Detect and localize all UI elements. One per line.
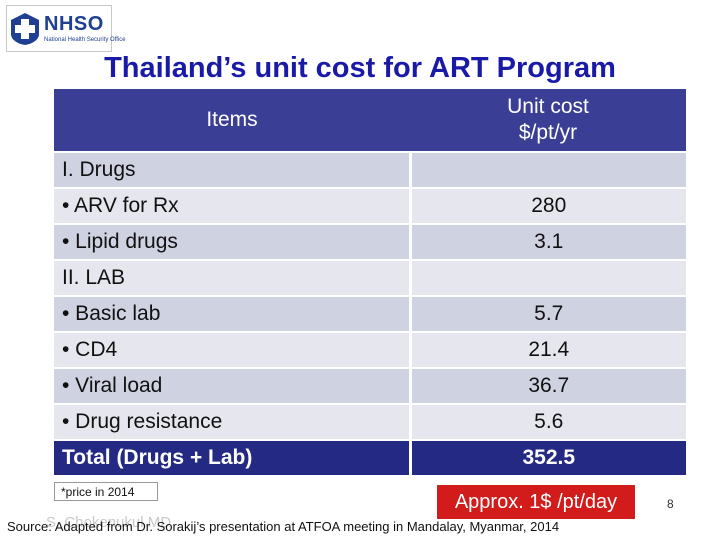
row-cost (408, 151, 686, 188)
row-item: I. Drugs (54, 151, 410, 188)
header-items: Items (54, 89, 410, 152)
row-item: • Drug resistance (54, 403, 410, 440)
table-header-row: Items Unit cost $/pt/yr (54, 89, 686, 152)
price-note: *price in 2014 (54, 482, 158, 501)
total-cost: 352.5 (408, 439, 686, 475)
row-cost: 3.1 (408, 223, 686, 260)
row-cost: 280 (408, 187, 686, 224)
page-number: 8 (667, 497, 674, 511)
approx-callout: Approx. 1$ /pt/day (437, 485, 635, 519)
row-item: • ARV for Rx (54, 187, 410, 224)
logo-subtitle: National Health Security Office (44, 37, 126, 43)
table-row: • Drug resistance 5.6 (54, 403, 686, 440)
table-row: • ARV for Rx 280 (54, 187, 686, 224)
row-item: • Basic lab (54, 295, 410, 332)
nhso-logo: NHSO National Health Security Office (6, 5, 126, 52)
row-item: • CD4 (54, 331, 410, 368)
table-row: II. LAB (54, 259, 686, 296)
row-cost (408, 259, 686, 296)
table-row: • Lipid drugs 3.1 (54, 223, 686, 260)
header-unit-cost: Unit cost $/pt/yr (410, 89, 686, 152)
row-item: • Lipid drugs (54, 223, 410, 260)
table-row: I. Drugs (54, 151, 686, 188)
total-label: Total (Drugs + Lab) (54, 439, 410, 475)
table-row: • CD4 21.4 (54, 331, 686, 368)
row-item: II. LAB (54, 259, 410, 296)
row-cost: 36.7 (408, 367, 686, 404)
header-unit-cost-line2: $/pt/yr (518, 121, 578, 144)
page-title: Thailand’s unit cost for ART Program (104, 52, 616, 84)
header-unit-cost-line1: Unit cost (507, 95, 589, 118)
table-row: • Viral load 36.7 (54, 367, 686, 404)
source-citation: Source: Adapted from Dr. Sorakij’s prese… (7, 519, 560, 534)
row-item: • Viral load (54, 367, 410, 404)
table-total-row: Total (Drugs + Lab) 352.5 (54, 439, 686, 475)
row-cost: 21.4 (408, 331, 686, 368)
row-cost: 5.7 (408, 295, 686, 332)
unit-cost-table: Items Unit cost $/pt/yr I. Drugs • ARV f… (54, 89, 686, 475)
nhso-cross-icon (11, 13, 39, 45)
logo-text: NHSO (44, 13, 104, 35)
row-cost: 5.6 (408, 403, 686, 440)
author-watermark: S. Chokenukul MD (46, 514, 172, 531)
table-row: • Basic lab 5.7 (54, 295, 686, 332)
